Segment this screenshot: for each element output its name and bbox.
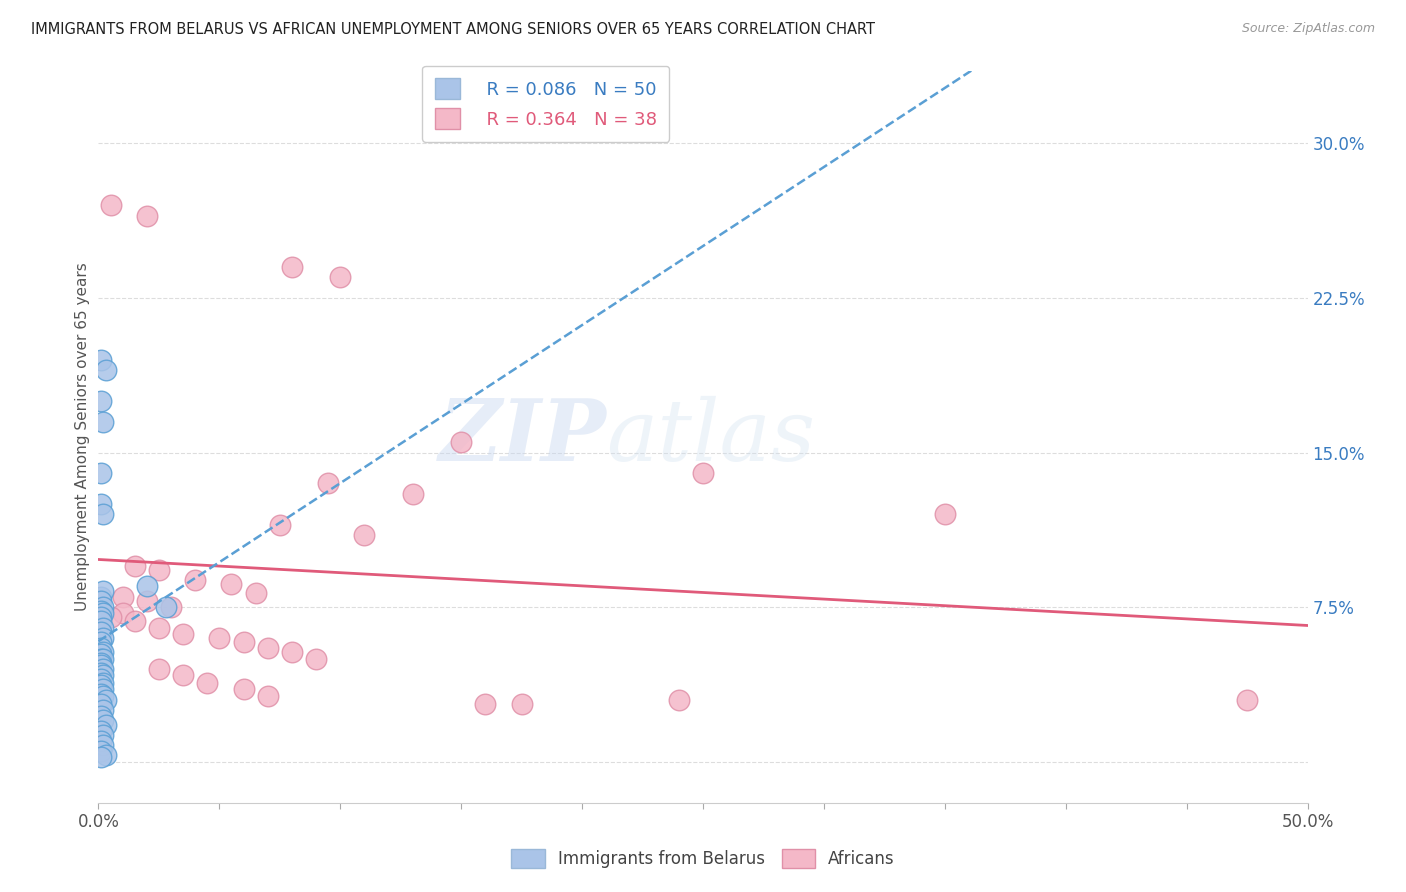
Point [91, 689, 114, 703]
Point [90, 687, 112, 701]
Point [329, 270, 352, 285]
Point [510, 697, 533, 711]
Point [94, 693, 117, 707]
Text: ZIP: ZIP [439, 395, 606, 479]
Point [474, 697, 496, 711]
Point [450, 435, 472, 450]
Point [90, 672, 112, 686]
Point [91, 583, 114, 598]
Point [281, 645, 304, 659]
Point [90, 709, 112, 723]
Point [316, 476, 339, 491]
Point [208, 631, 231, 645]
Point [269, 517, 291, 532]
Point [90, 750, 112, 764]
Point [155, 600, 177, 615]
Point [232, 635, 254, 649]
Point [402, 487, 425, 501]
Point [91, 682, 114, 697]
Point [90, 651, 112, 665]
Point [148, 662, 170, 676]
Point [90, 697, 112, 711]
Point [91, 631, 114, 645]
Point [91, 703, 114, 717]
Point [195, 676, 218, 690]
Point [90, 466, 112, 480]
Point [124, 615, 146, 629]
Point [100, 198, 122, 212]
Point [90, 590, 112, 604]
Point [353, 528, 375, 542]
Text: atlas: atlas [606, 396, 815, 478]
Point [90, 594, 112, 608]
Point [934, 508, 956, 522]
Point [90, 624, 112, 639]
Point [91, 668, 114, 682]
Point [90, 610, 112, 624]
Point [90, 678, 112, 692]
Point [135, 579, 157, 593]
Point [90, 352, 112, 367]
Point [90, 635, 112, 649]
Text: IMMIGRANTS FROM BELARUS VS AFRICAN UNEMPLOYMENT AMONG SENIORS OVER 65 YEARS CORR: IMMIGRANTS FROM BELARUS VS AFRICAN UNEMP… [31, 22, 875, 37]
Point [90, 734, 112, 748]
Point [184, 574, 207, 588]
Point [91, 621, 114, 635]
Point [90, 648, 112, 662]
Point [148, 563, 170, 577]
Point [232, 682, 254, 697]
Point [305, 651, 328, 665]
Point [91, 728, 114, 742]
Point [91, 651, 114, 665]
Point [91, 662, 114, 676]
Point [90, 641, 112, 656]
Point [256, 689, 278, 703]
Point [148, 621, 170, 635]
Point [90, 656, 112, 670]
Point [111, 590, 134, 604]
Point [91, 645, 114, 659]
Point [91, 606, 114, 620]
Legend: Immigrants from Belarus, Africans: Immigrants from Belarus, Africans [505, 842, 901, 875]
Y-axis label: Unemployment Among Seniors over 65 years: Unemployment Among Seniors over 65 years [75, 263, 90, 611]
Point [668, 693, 690, 707]
Point [91, 714, 114, 728]
Point [91, 676, 114, 690]
Point [90, 615, 112, 629]
Point [91, 600, 114, 615]
Point [256, 641, 278, 656]
Point [172, 627, 194, 641]
Point [160, 600, 183, 615]
Point [90, 744, 112, 758]
Point [100, 610, 122, 624]
Point [281, 260, 304, 274]
Point [91, 738, 114, 752]
Point [94, 717, 117, 731]
Point [135, 209, 157, 223]
Point [91, 508, 114, 522]
Point [221, 577, 243, 591]
Point [90, 604, 112, 618]
Point [90, 497, 112, 511]
Point [172, 668, 194, 682]
Point [90, 723, 112, 738]
Point [111, 606, 134, 620]
Point [692, 466, 714, 480]
Point [90, 657, 112, 672]
Point [91, 415, 114, 429]
Point [94, 748, 117, 763]
Text: Source: ZipAtlas.com: Source: ZipAtlas.com [1241, 22, 1375, 36]
Point [245, 585, 267, 599]
Point [124, 558, 146, 573]
Point [90, 394, 112, 409]
Point [135, 594, 157, 608]
Point [1236, 693, 1258, 707]
Point [94, 363, 117, 377]
Point [90, 665, 112, 680]
